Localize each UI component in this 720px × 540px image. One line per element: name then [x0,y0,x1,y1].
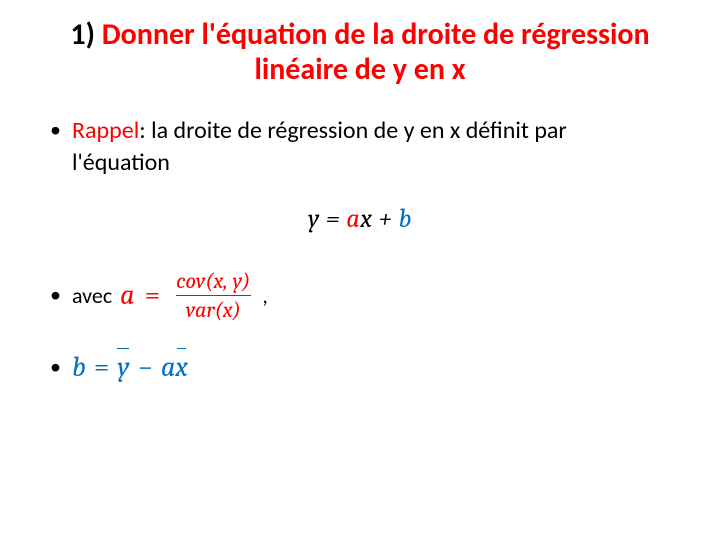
x-bar: x [175,351,188,383]
avec-label: avec [72,282,112,309]
b-minus: − [137,351,153,383]
slide: 1) Donner l'équation de la droite de rég… [0,0,720,540]
main-equation: y = ax + b [50,204,670,234]
rappel-label: Rappel [72,116,139,145]
bullet-rappel: • Rappel: la droite de régression de y e… [50,115,670,180]
eq-equals: = [320,204,347,234]
fraction-denominator: var(x) [176,295,251,323]
eq-plus: + [372,204,398,234]
bullet-marker: • [50,280,72,310]
bullet-rappel-content: Rappel: la droite de régression de y en … [72,115,670,180]
frac-a: a [120,279,134,311]
title-text: Donner l'équation de la droite de régres… [102,16,650,88]
fraction: cov(x, y) var(x) [170,268,256,323]
eq-a: a [346,204,360,234]
b-var: b [72,351,86,383]
frac-equals: = [145,279,161,311]
eq-b: b [399,204,412,234]
bullet-marker: • [50,115,72,145]
bullet-avec: • avec a = cov(x, y) var(x) , [50,268,670,323]
b-a: a [161,351,175,383]
fraction-numerator: cov(x, y) [170,268,256,295]
slide-title: 1) Donner l'équation de la droite de rég… [50,18,670,87]
rappel-colon: : [139,116,151,145]
eq-x: x [360,204,372,234]
title-number: 1) [70,16,101,53]
b-equation: b = y − ax [72,351,188,383]
eq-y: y [308,204,320,234]
y-bar: y [117,351,129,383]
trailing-comma: , [262,282,268,309]
bullet-b-equation: • b = y − ax [50,351,670,383]
a-fraction-equation: a = cov(x, y) var(x) [120,268,256,323]
b-equals: = [94,351,110,383]
bullet-marker: • [50,352,72,382]
